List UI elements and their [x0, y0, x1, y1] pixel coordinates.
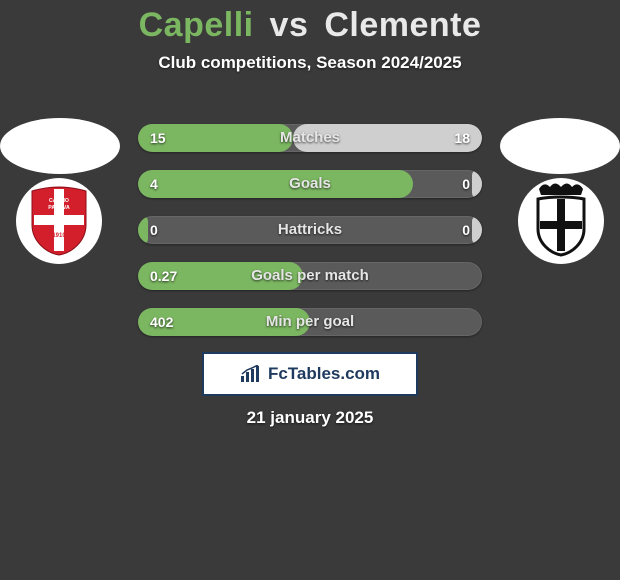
- player-left-silhouette: [0, 118, 120, 174]
- stat-value-left: 4: [150, 170, 158, 198]
- stat-row: Goals4 0: [138, 170, 482, 198]
- stat-value-right: 0: [462, 170, 470, 198]
- stat-value-left: 15: [150, 124, 166, 152]
- stat-label: Hattricks: [138, 216, 482, 244]
- player-right-silhouette: [500, 118, 620, 174]
- stat-label: Min per goal: [138, 308, 482, 336]
- svg-text:CALCIO: CALCIO: [49, 198, 69, 204]
- player-right-name: Clemente: [324, 6, 481, 44]
- svg-text:PADOVA: PADOVA: [48, 205, 70, 211]
- stat-value-left: 0: [150, 216, 158, 244]
- stat-label: Goals per match: [138, 262, 482, 290]
- title-vs: vs: [270, 6, 309, 44]
- stat-row: Hattricks0 0: [138, 216, 482, 244]
- player-left-name: Capelli: [139, 6, 254, 44]
- stat-label: Matches: [138, 124, 482, 152]
- shield-icon: [526, 181, 596, 261]
- stats-bars: Matches1518Goals40Hattricks00Goals per m…: [138, 124, 482, 354]
- comparison-card: Capelli vs Clemente Club competitions, S…: [0, 0, 620, 580]
- club-left-logo: CALCIO PADOVA 1910: [16, 178, 102, 264]
- bar-chart-icon: [240, 365, 262, 383]
- stat-row: Min per goal402: [138, 308, 482, 336]
- stat-value-right: 0: [462, 216, 470, 244]
- brand-text: FcTables.com: [268, 364, 380, 384]
- club-right-logo: [518, 178, 604, 264]
- stat-value-left: 402: [150, 308, 173, 336]
- stat-row: Matches15 18: [138, 124, 482, 152]
- subtitle: Club competitions, Season 2024/2025: [0, 53, 620, 73]
- stat-label: Goals: [138, 170, 482, 198]
- page-title: Capelli vs Clemente: [0, 0, 620, 45]
- stat-row: Goals per match0.27: [138, 262, 482, 290]
- brand-badge: FcTables.com: [202, 352, 418, 396]
- stat-value-right: 18: [454, 124, 470, 152]
- date-label: 21 january 2025: [0, 408, 620, 428]
- svg-text:1910: 1910: [52, 233, 66, 239]
- shield-icon: CALCIO PADOVA 1910: [28, 185, 90, 257]
- stat-value-left: 0.27: [150, 262, 177, 290]
